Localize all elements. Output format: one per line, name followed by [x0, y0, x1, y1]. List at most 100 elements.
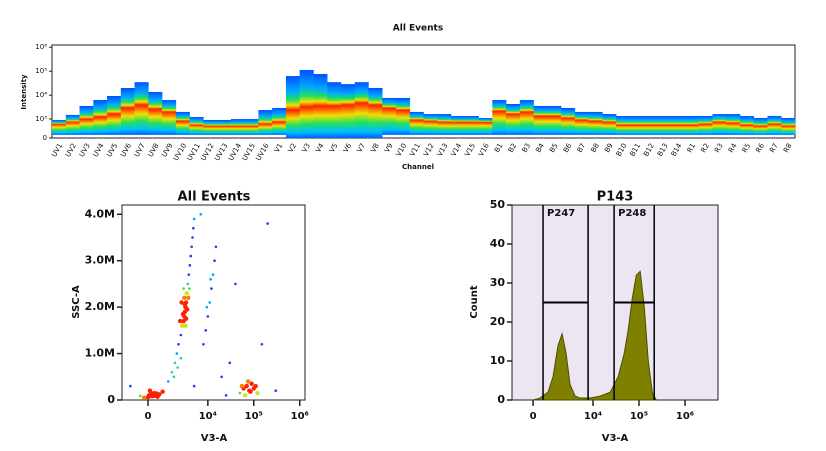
event-dot — [183, 323, 188, 328]
x-tick-label: B1 — [493, 142, 505, 154]
x-tick-label: 10⁵ — [630, 411, 648, 422]
event-dot — [213, 259, 216, 263]
channel-band — [65, 114, 80, 135]
y-tick-label: 0 — [497, 393, 505, 406]
channel-band — [175, 111, 190, 135]
event-dot — [224, 394, 228, 397]
x-tick-label: B10 — [615, 142, 629, 158]
x-tick-label: V11 — [408, 142, 422, 158]
event-dot — [185, 307, 190, 312]
channel-band — [79, 105, 94, 135]
channel-band — [464, 116, 479, 135]
channel-band — [451, 116, 466, 135]
channel-band — [561, 107, 576, 135]
channel-band — [547, 105, 562, 135]
channel-band — [258, 110, 273, 135]
event-dot — [190, 245, 193, 249]
channel-band — [506, 104, 521, 135]
x-tick-label: B3 — [521, 142, 533, 154]
event-dot — [192, 384, 196, 388]
y-tick-label: 10³ — [35, 115, 47, 123]
x-tick-label: B2 — [507, 142, 519, 154]
channel-band — [120, 88, 135, 135]
y-tick-label: 50 — [490, 198, 506, 211]
x-tick-label: 0 — [530, 411, 537, 422]
gate-label: P247 — [547, 208, 575, 219]
channel-band — [93, 100, 108, 135]
channel-band — [203, 119, 218, 135]
event-dot — [220, 375, 223, 379]
y-tick-label: 10⁶ — [35, 43, 47, 51]
event-dot — [260, 342, 264, 346]
channel-band — [313, 73, 328, 138]
channel-band — [217, 119, 232, 135]
x-tick-label: B9 — [603, 142, 615, 154]
event-dot — [248, 389, 253, 394]
x-tick-label: B6 — [562, 142, 574, 154]
channel-band — [753, 118, 768, 135]
x-axis-label: V3-A — [201, 433, 228, 444]
x-tick-label: UV8 — [147, 142, 161, 158]
event-dot — [255, 390, 260, 396]
channel-band — [602, 114, 617, 135]
event-dot — [244, 383, 249, 389]
x-tick-label: UV16 — [254, 142, 271, 163]
x-tick-label: V16 — [477, 142, 491, 158]
x-tick-label: V14 — [450, 142, 464, 158]
x-tick-label: V7 — [355, 142, 367, 154]
channel-band — [134, 82, 149, 135]
x-tick-label: 0 — [144, 411, 151, 422]
x-tick-label: 10⁵ — [245, 411, 263, 422]
y-tick-label: 0 — [43, 134, 47, 142]
x-tick-label: R5 — [741, 142, 753, 154]
event-dot — [245, 379, 251, 384]
x-tick-label: R7 — [768, 142, 780, 154]
channel-band — [189, 116, 204, 135]
event-dot — [214, 245, 218, 249]
channel-band — [671, 116, 686, 135]
chart-title: All Events — [178, 190, 251, 205]
event-dot — [186, 295, 191, 301]
plot-frame — [121, 204, 306, 401]
x-tick-label: R3 — [713, 142, 725, 154]
event-dot — [170, 370, 174, 374]
x-tick-label: B4 — [534, 142, 546, 154]
channel-band — [437, 114, 452, 135]
event-dot — [238, 391, 242, 395]
event-dot — [182, 295, 187, 301]
x-tick-label: R1 — [686, 142, 698, 154]
channel-band — [712, 114, 727, 135]
channel-band — [739, 116, 755, 135]
channel-band — [148, 92, 163, 135]
channel-band — [272, 107, 287, 135]
chart-title: All Events — [393, 24, 443, 34]
x-tick-label: V10 — [395, 142, 409, 158]
x-tick-label: 10⁶ — [676, 411, 694, 422]
channel-band — [533, 105, 548, 135]
event-dot — [182, 302, 188, 308]
event-dot — [210, 287, 213, 290]
event-dot — [146, 393, 152, 398]
event-dot — [183, 316, 189, 321]
x-tick-label: V9 — [383, 142, 395, 154]
channel-band — [478, 118, 493, 135]
event-dot — [186, 282, 190, 286]
event-dot — [228, 361, 232, 365]
x-tick-label: R6 — [754, 142, 766, 155]
y-tick-label: 0 — [107, 393, 115, 406]
x-tick-label: V3 — [300, 142, 312, 154]
x-tick-label: R8 — [782, 142, 794, 154]
event-dot — [179, 356, 183, 360]
event-dot — [141, 395, 147, 400]
plot-frame — [51, 44, 796, 139]
event-dot — [239, 383, 245, 389]
y-tick-label: 3.0M — [85, 254, 115, 267]
channel-band — [519, 100, 534, 135]
event-dot — [189, 254, 193, 258]
event-dot — [234, 282, 237, 286]
channel-band — [395, 97, 411, 135]
event-dot — [205, 305, 209, 309]
event-dot — [204, 329, 208, 332]
channel-band — [781, 118, 796, 135]
